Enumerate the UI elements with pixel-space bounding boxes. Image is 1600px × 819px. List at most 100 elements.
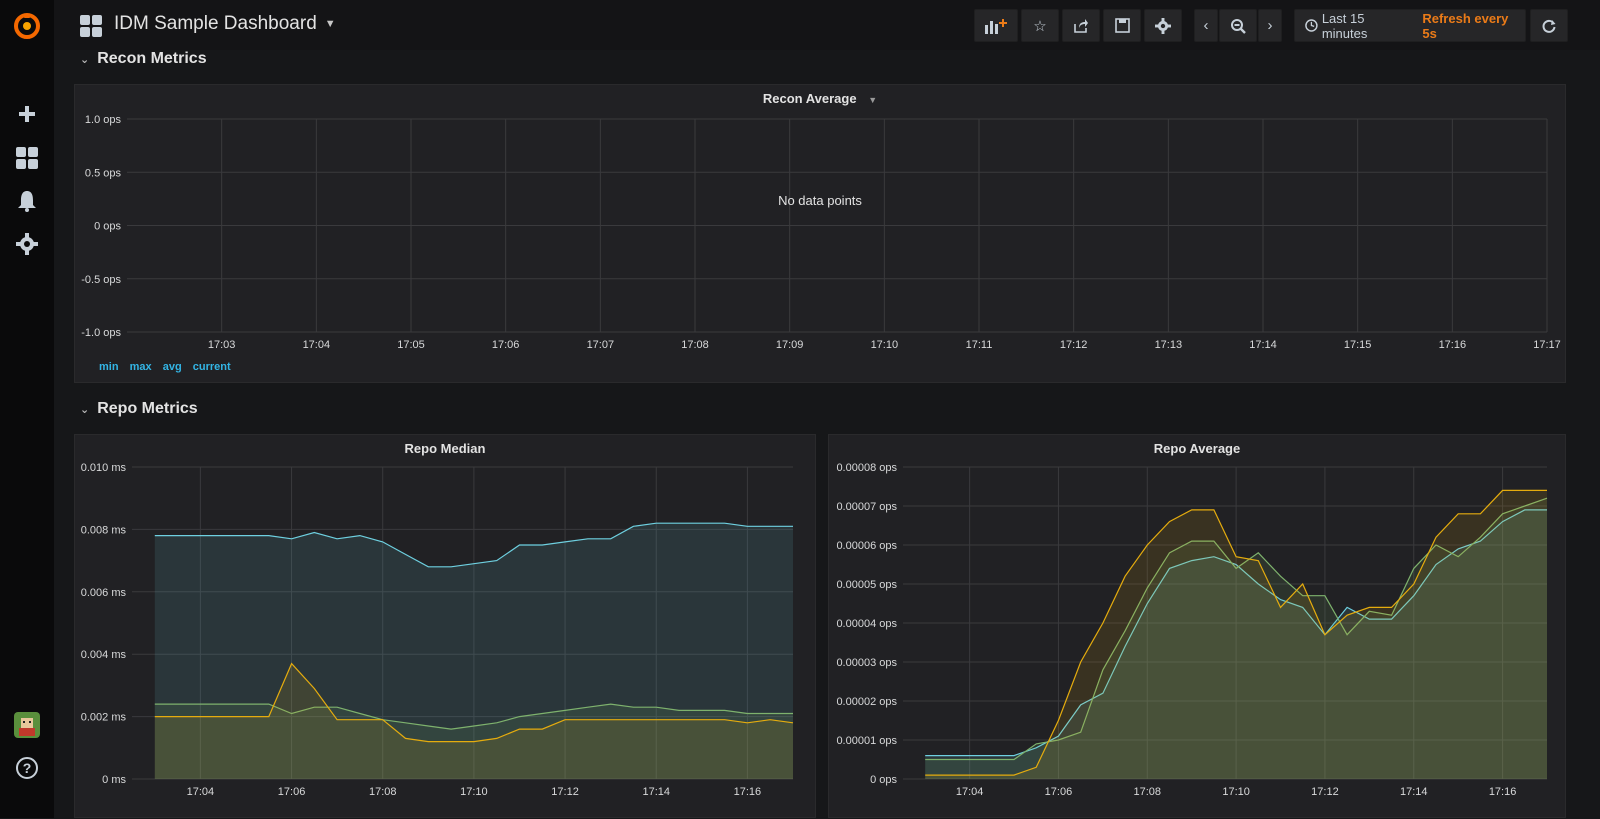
y-tick-label: 0 ops xyxy=(94,221,121,233)
share-dashboard-button[interactable] xyxy=(1062,9,1100,42)
caret-down-icon: ▼ xyxy=(324,18,336,30)
series-area xyxy=(154,523,794,779)
panel-title[interactable]: Repo Average xyxy=(1153,441,1241,456)
dashboards-grid-icon[interactable] xyxy=(0,140,54,176)
grafana-logo-icon[interactable] xyxy=(0,8,54,44)
row-recon-metrics[interactable]: ⌄ Recon Metrics xyxy=(80,50,207,68)
create-plus-icon[interactable] xyxy=(0,96,54,132)
x-tick-label: 17:14 xyxy=(1400,786,1428,798)
x-tick-label: 17:08 xyxy=(1134,786,1162,798)
add-panel-icon xyxy=(985,18,1007,34)
legend-avg[interactable]: avg xyxy=(162,361,182,373)
y-tick-label: 0 ms xyxy=(102,774,126,786)
legend-max[interactable]: max xyxy=(129,361,152,373)
legend-current[interactable]: current xyxy=(192,361,231,373)
gear-icon xyxy=(1155,17,1171,34)
series-line[interactable] xyxy=(925,497,1548,761)
series-area xyxy=(925,490,1547,779)
refresh-button[interactable] xyxy=(1530,9,1568,42)
chevron-down-icon: ⌄ xyxy=(80,53,90,66)
x-tick-label: 17:14 xyxy=(1249,339,1277,351)
x-tick-label: 17:10 xyxy=(1222,786,1250,798)
settings-button[interactable] xyxy=(1144,9,1182,42)
row-repo-metrics[interactable]: ⌄ Repo Metrics xyxy=(80,400,198,418)
panel-title[interactable]: Repo Median xyxy=(404,441,486,456)
y-tick-label: 0.004 ms xyxy=(81,649,127,661)
dashboard-title: IDM Sample Dashboard xyxy=(114,13,317,34)
x-tick-label: 17:07 xyxy=(587,339,615,351)
panel-title[interactable]: Recon Average ▼ xyxy=(75,91,1565,106)
legend-min[interactable]: min xyxy=(99,361,119,373)
caret-down-icon: ▼ xyxy=(868,95,878,105)
time-forward-button[interactable]: › xyxy=(1258,9,1282,42)
x-tick-label: 17:04 xyxy=(303,339,331,351)
dashboard-picker[interactable]: IDM Sample Dashboard ▼ xyxy=(114,13,336,35)
save-dashboard-button[interactable] xyxy=(1103,9,1141,42)
chevron-left-icon: ‹ xyxy=(1203,17,1209,34)
time-range-label: Last 15 minutes xyxy=(1321,10,1368,41)
series-line[interactable] xyxy=(154,703,793,730)
series-line[interactable] xyxy=(154,662,794,743)
y-tick-label: -0.5 ops xyxy=(81,274,121,286)
y-tick-label: 0.006 ms xyxy=(81,587,127,599)
star-icon: ☆ xyxy=(1033,17,1047,35)
series-line[interactable] xyxy=(925,509,1547,757)
time-picker-button[interactable]: Last 15 minutes Refresh every 5s xyxy=(1294,9,1526,42)
x-tick-label: 17:12 xyxy=(1311,786,1339,798)
panel-title-text: Recon Average xyxy=(762,91,857,106)
x-tick-label: 17:12 xyxy=(551,786,579,798)
y-tick-label: 0.00001 ops xyxy=(836,735,897,747)
x-tick-label: 17:16 xyxy=(734,786,762,798)
repo-median-panel: Repo Median 0.010 ms 0.008 ms 0.006 ms 0.00… xyxy=(74,434,816,818)
y-tick-label: 0.00006 ops xyxy=(836,540,897,552)
time-back-button[interactable]: ‹ xyxy=(1194,9,1218,42)
help-icon[interactable]: ? xyxy=(0,750,54,786)
star-dashboard-button[interactable]: ☆ xyxy=(1021,9,1059,42)
x-tick-label: 17:11 xyxy=(966,339,993,351)
add-panel-button[interactable] xyxy=(974,9,1018,42)
configuration-gear-icon[interactable] xyxy=(0,226,54,262)
x-tick-label: 17:14 xyxy=(642,786,670,798)
x-tick-label: 17:16 xyxy=(1439,339,1467,351)
y-tick-label: 0.00007 ops xyxy=(836,501,897,513)
zoom-out-icon xyxy=(1231,18,1246,34)
user-avatar-icon[interactable] xyxy=(0,707,54,743)
zoom-out-button[interactable] xyxy=(1219,9,1257,42)
row-title: Repo Metrics xyxy=(97,400,198,417)
alerting-bell-icon[interactable] xyxy=(0,183,54,219)
repo-average-chart[interactable]: 0.00008 ops 0.00007 ops 0.00006 ops 0.00005… xyxy=(829,435,1567,819)
series-line[interactable] xyxy=(925,489,1547,776)
y-tick-label: 0.00002 ops xyxy=(836,696,897,708)
x-tick-label: 17:13 xyxy=(1155,339,1183,351)
repo-median-chart[interactable]: 0.010 ms 0.008 ms 0.006 ms 0.004 ms 0.002 ms… xyxy=(75,435,817,819)
recon-chart[interactable]: 1.0 ops 0.5 ops 0 ops -0.5 ops -1.0 ops 17:03… xyxy=(75,85,1567,384)
x-tick-label: 17:06 xyxy=(278,786,306,798)
legend: min max avg current xyxy=(99,361,239,373)
svg-text:?: ? xyxy=(23,760,32,776)
refresh-icon xyxy=(1542,19,1556,33)
series-area xyxy=(925,509,1547,779)
y-tick-label: 1.0 ops xyxy=(85,114,122,126)
x-tick-label: 17:16 xyxy=(1489,786,1517,798)
y-tick-label: 0.5 ops xyxy=(85,167,122,179)
x-tick-label: 17:04 xyxy=(956,786,984,798)
no-data-message: No data points xyxy=(778,193,862,208)
clock-icon xyxy=(1305,19,1318,32)
save-icon xyxy=(1114,18,1130,33)
x-tick-label: 17:06 xyxy=(1045,786,1073,798)
y-tick-label: 0.002 ms xyxy=(81,712,127,724)
y-tick-label: 0.00005 ops xyxy=(836,579,897,591)
y-tick-label: 0.010 ms xyxy=(81,462,127,474)
x-tick-label: 17:04 xyxy=(187,786,215,798)
row-title: Recon Metrics xyxy=(97,50,207,67)
y-tick-label: 0.008 ms xyxy=(81,524,127,536)
x-tick-label: 17:10 xyxy=(871,339,899,351)
x-tick-label: 17:09 xyxy=(776,339,804,351)
y-tick-label: 0 ops xyxy=(870,774,897,786)
series-line[interactable] xyxy=(154,522,793,568)
x-tick-label: 17:12 xyxy=(1060,339,1088,351)
top-navbar: IDM Sample Dashboard ▼ ☆ ‹ › Last 15 min… xyxy=(54,0,1600,50)
x-tick-label: 17:15 xyxy=(1344,339,1372,351)
x-tick-label: 17:10 xyxy=(460,786,488,798)
dashboard-grid-icon xyxy=(80,15,102,37)
